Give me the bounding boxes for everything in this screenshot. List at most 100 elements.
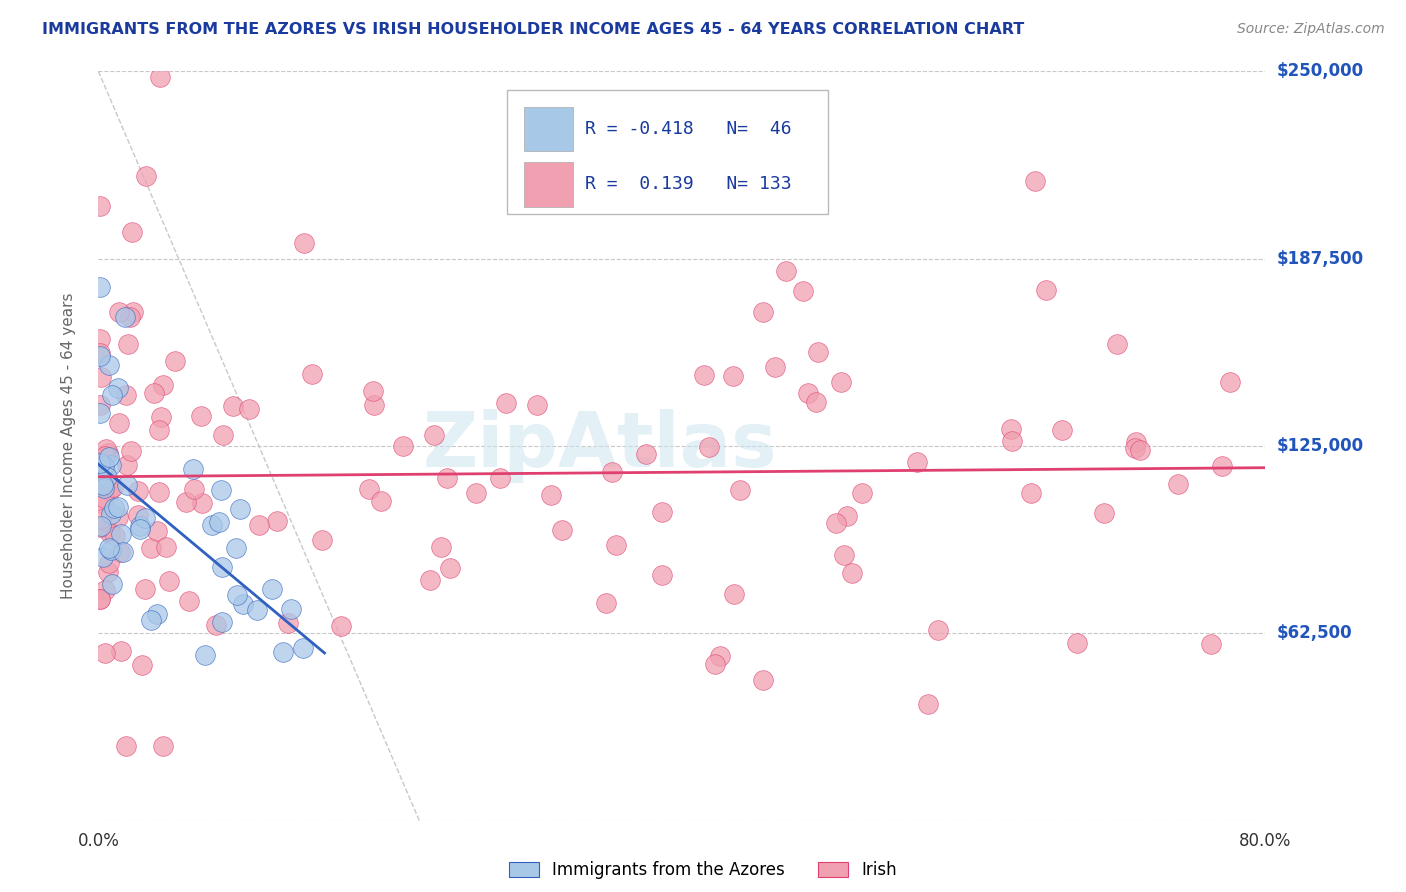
FancyBboxPatch shape: [524, 162, 574, 207]
Point: [292, 235, 315, 250]
Point: [792, 284, 814, 298]
FancyBboxPatch shape: [508, 90, 828, 214]
Point: [1019, 486, 1042, 500]
Point: [155, 540, 177, 554]
Point: [183, 482, 205, 496]
Point: [121, 225, 143, 239]
Point: [634, 447, 657, 461]
Point: [905, 455, 928, 469]
Point: [111, 544, 134, 558]
Point: [927, 623, 949, 637]
Point: [804, 395, 827, 409]
Point: [697, 440, 720, 454]
Point: [143, 386, 166, 401]
Point: [205, 618, 228, 632]
Point: [94, 582, 117, 597]
Point: [100, 507, 122, 521]
Point: [363, 398, 385, 412]
Text: Source: ZipAtlas.com: Source: ZipAtlas.com: [1237, 22, 1385, 37]
Point: [89, 520, 111, 534]
Point: [211, 615, 233, 629]
Point: [96, 442, 118, 456]
Point: [148, 70, 170, 85]
Point: [1000, 422, 1022, 436]
Point: [247, 518, 270, 533]
Point: [266, 514, 288, 528]
Point: [115, 388, 138, 402]
Point: [93, 497, 115, 511]
Text: R =  0.139   N= 133: R = 0.139 N= 133: [585, 176, 792, 194]
Point: [1219, 375, 1241, 389]
Point: [97, 556, 120, 570]
Point: [391, 439, 413, 453]
Point: [89, 399, 111, 413]
Point: [212, 427, 235, 442]
Point: [146, 607, 169, 621]
Text: $187,500: $187,500: [1277, 250, 1364, 268]
Point: [163, 354, 186, 368]
Point: [129, 518, 152, 533]
Point: [181, 461, 204, 475]
Point: [763, 359, 786, 374]
Point: [526, 398, 548, 412]
Point: [148, 423, 170, 437]
Point: [775, 264, 797, 278]
Point: [115, 458, 138, 472]
Point: [89, 349, 111, 363]
Point: [94, 646, 117, 660]
Point: [96, 470, 118, 484]
Point: [209, 483, 232, 498]
Point: [1001, 434, 1024, 449]
Point: [101, 480, 124, 494]
Point: [841, 566, 863, 580]
Point: [651, 568, 673, 582]
Point: [807, 344, 830, 359]
Point: [94, 465, 117, 479]
Point: [97, 566, 120, 580]
Point: [100, 458, 122, 472]
Point: [550, 524, 572, 538]
Point: [1125, 434, 1147, 449]
Point: [1035, 283, 1057, 297]
Point: [94, 449, 117, 463]
Point: [1123, 441, 1146, 455]
Point: [177, 594, 200, 608]
Point: [832, 548, 855, 562]
Point: [89, 592, 111, 607]
Text: $250,000: $250,000: [1277, 62, 1364, 80]
Point: [91, 549, 114, 564]
Point: [110, 527, 132, 541]
Point: [101, 388, 124, 402]
Point: [90, 519, 112, 533]
Point: [260, 582, 283, 596]
Y-axis label: Householder Income Ages 45 - 64 years: Householder Income Ages 45 - 64 years: [62, 293, 76, 599]
Point: [311, 533, 333, 548]
Point: [292, 640, 315, 655]
Point: [89, 457, 111, 471]
Point: [93, 480, 115, 494]
Point: [430, 541, 453, 555]
Point: [89, 370, 111, 384]
Point: [93, 458, 115, 473]
Point: [134, 510, 156, 524]
Point: [211, 559, 233, 574]
Point: [98, 541, 121, 556]
Point: [107, 416, 129, 430]
Point: [110, 643, 132, 657]
Point: [600, 465, 623, 479]
Point: [117, 336, 139, 351]
Point: [751, 673, 773, 687]
Point: [201, 517, 224, 532]
Point: [91, 478, 114, 492]
Point: [139, 541, 162, 555]
Point: [127, 508, 149, 522]
Point: [90, 512, 112, 526]
Point: [89, 345, 111, 359]
Point: [108, 545, 131, 559]
Text: IMMIGRANTS FROM THE AZORES VS IRISH HOUSEHOLDER INCOME AGES 45 - 64 YEARS CORREL: IMMIGRANTS FROM THE AZORES VS IRISH HOUS…: [42, 22, 1025, 37]
Point: [721, 368, 744, 383]
Point: [150, 410, 173, 425]
Point: [301, 368, 323, 382]
Point: [93, 491, 115, 505]
Point: [207, 515, 229, 529]
